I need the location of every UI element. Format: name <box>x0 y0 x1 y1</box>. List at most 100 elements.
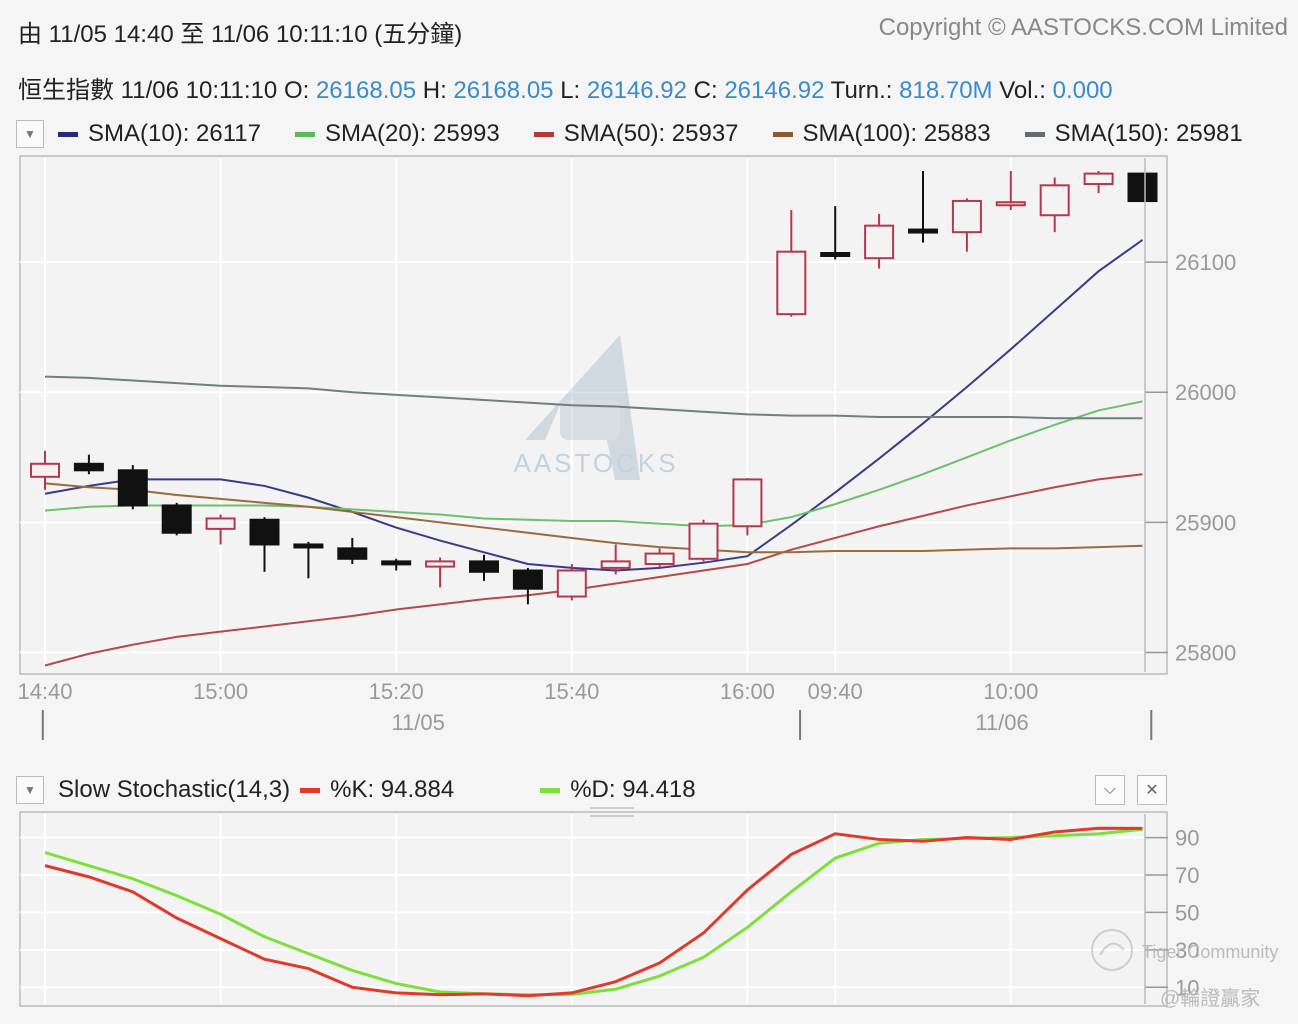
candle-body <box>732 478 763 528</box>
x-tick-label: 09:40 <box>808 679 863 704</box>
x-tick-label: 14:40 <box>17 679 72 704</box>
sma-legend-item: SMA(50): 25937 <box>533 120 739 148</box>
turnover-value: 818.70M <box>899 77 993 104</box>
candle-body <box>117 469 148 507</box>
legend-swatch <box>772 131 793 137</box>
sma-legend-item: SMA(10): 26117 <box>58 120 261 148</box>
volume-label: Vol.: <box>999 77 1046 104</box>
y-tick-label: 90 <box>1175 826 1199 851</box>
sma-line <box>44 239 1144 572</box>
date-range-label: 由 11/05 14:40 至 11/06 10:11:10 (五分鐘) <box>18 21 463 48</box>
close-icon: ✕ <box>1145 782 1159 799</box>
chevron-down-icon: ▼ <box>24 783 36 797</box>
sma-line <box>44 482 1143 554</box>
sma-line <box>44 375 1143 420</box>
x-tick-label: 16:00 <box>720 679 775 704</box>
y-tick-label: 26000 <box>1175 380 1236 405</box>
candle-body <box>293 543 324 549</box>
stochastic-plot-area <box>19 811 1168 1007</box>
candle-body <box>688 522 719 560</box>
stochastic-legend: ▼ Slow Stochastic(14,3) %K: 94.884 %D: 9… <box>16 774 730 806</box>
candle-body <box>337 547 368 560</box>
quote-summary: 恒生指數 11/06 10:11:10 O: 26168.05 H: 26168… <box>18 70 1113 105</box>
candle-body <box>161 504 192 534</box>
sma-legend: ▼ SMA(10): 26117 SMA(20): 25993 SMA(50):… <box>16 118 1243 150</box>
sma-legend-item: SMA(150): 25981 <box>1024 120 1243 148</box>
stoch-d-legend: %D: 94.418 <box>540 776 696 804</box>
chevron-down-icon: ⌵ <box>1103 781 1117 798</box>
tiger-community-watermark: Tiger Community <box>1142 942 1279 962</box>
date-label: 11/06 <box>975 710 1028 735</box>
x-tick-label: 15:00 <box>193 679 248 704</box>
aastocks-watermark-logo <box>525 335 640 480</box>
legend-swatch <box>1024 131 1045 137</box>
y-tick-label: 26100 <box>1175 250 1236 275</box>
candle-body <box>30 462 60 478</box>
legend-swatch <box>540 787 561 793</box>
x-tick-label: 10:00 <box>983 679 1038 704</box>
sma-legend-item: SMA(20): 25993 <box>294 120 500 148</box>
legend-swatch <box>294 131 315 137</box>
candle-body <box>425 560 456 568</box>
y-tick-label: 50 <box>1175 900 1199 925</box>
stochastic-line <box>44 826 1143 998</box>
candle-body <box>995 201 1026 207</box>
legend-swatch <box>58 131 78 137</box>
candle-body <box>776 250 807 316</box>
x-tick-label: 15:40 <box>544 679 599 704</box>
low-value: 26146.92 <box>586 77 687 104</box>
high-value: 26168.05 <box>453 77 554 104</box>
date-label: 11/05 <box>391 710 444 735</box>
stoch-k-legend: %K: 94.884 <box>300 776 454 804</box>
y-tick-label: 70 <box>1175 863 1199 888</box>
open-value: 26168.05 <box>315 77 417 104</box>
stochastic-dropdown-button[interactable]: ▼ <box>16 776 44 804</box>
aastocks-watermark-text: AASTOCKS <box>513 448 678 478</box>
candle-body <box>820 251 851 257</box>
sma-legend-item: SMA(100): 25883 <box>772 120 991 148</box>
volume-value: 0.000 <box>1052 77 1113 104</box>
candle-body <box>644 552 675 565</box>
x-tick-label: 15:20 <box>369 679 424 704</box>
candle-body <box>205 517 236 530</box>
close-panel-button[interactable]: ✕ <box>1137 775 1167 805</box>
candle-body <box>73 462 104 472</box>
collapse-panel-button[interactable]: ⌵ <box>1095 775 1125 805</box>
quote-time: 11/06 10:11:10 <box>120 77 278 104</box>
candle-body <box>1127 172 1158 203</box>
turnover-label: Turn.: <box>830 77 893 104</box>
legend-swatch <box>533 131 554 137</box>
candle-body <box>1083 172 1114 186</box>
sma-line <box>44 400 1143 528</box>
copyright-text: Copyright © AASTOCKS.COM Limited <box>878 14 1288 41</box>
candle-body <box>864 224 895 260</box>
candle-body <box>908 228 938 234</box>
y-tick-label: 25900 <box>1175 510 1236 535</box>
main-plot-area <box>19 155 1168 675</box>
handle-watermark: @輪證贏家 <box>1160 988 1261 1010</box>
candle-body <box>512 569 543 590</box>
stochastic-title: Slow Stochastic(14,3) <box>58 776 291 803</box>
candle-body <box>381 560 412 566</box>
sma-line <box>44 473 1143 667</box>
open-label: O: <box>283 77 310 104</box>
low-label: L: <box>560 77 581 104</box>
close-label: C: <box>693 77 718 104</box>
candle-body <box>556 569 587 598</box>
index-name: 恒生指數 <box>18 77 114 104</box>
y-tick-label: 25800 <box>1175 640 1236 665</box>
candle-body <box>951 199 982 234</box>
high-label: H: <box>422 77 447 104</box>
candle-body <box>469 560 499 573</box>
candle-body <box>1039 184 1070 217</box>
candle-body <box>249 518 280 546</box>
sma-dropdown-button[interactable]: ▼ <box>16 120 44 148</box>
stochastic-line <box>44 827 1143 997</box>
chevron-down-icon: ▼ <box>24 127 36 141</box>
legend-swatch <box>300 787 321 793</box>
tiger-community-logo <box>1091 929 1133 971</box>
candle-body <box>600 560 631 569</box>
close-value: 26146.92 <box>724 77 825 104</box>
